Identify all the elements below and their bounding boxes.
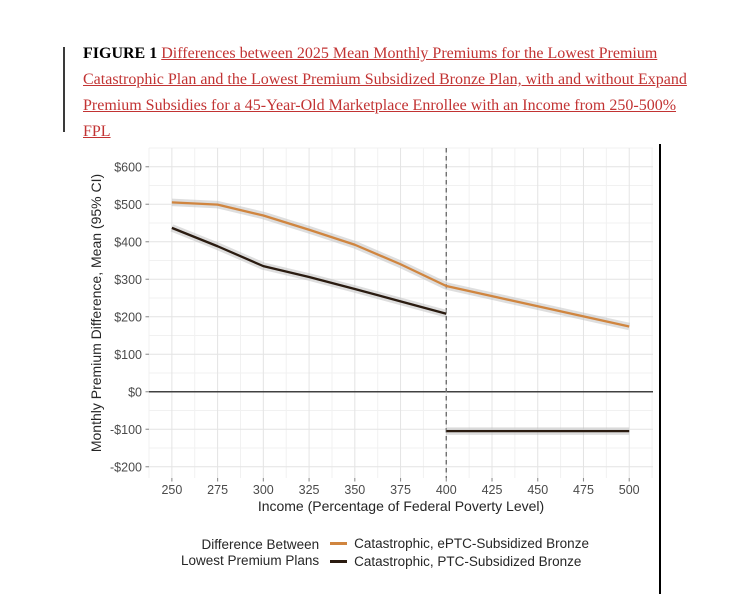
legend-title-line2: Lowest Premium Plans	[181, 552, 320, 568]
legend-title-line1: Difference Between	[201, 536, 320, 552]
line-series-1	[171, 226, 447, 315]
line-series-0	[171, 201, 630, 328]
y-tick-label: $300	[114, 273, 142, 287]
legend-entries: Catastrophic, ePTC-Subsidized Bronze Cat…	[330, 536, 589, 569]
x-tick-label: 475	[573, 483, 594, 497]
y-tick-label: $600	[114, 160, 142, 174]
legend-key-line-eptc-icon	[330, 542, 348, 545]
y-tick-label: $0	[128, 385, 142, 399]
x-tick-label: 500	[619, 483, 640, 497]
x-tick-label: 275	[207, 483, 228, 497]
y-tick-label: -$100	[110, 423, 142, 437]
x-tick-label: 450	[527, 483, 548, 497]
figure-caption: FIGURE 1 Differences between 2025 Mean M…	[83, 41, 700, 145]
y-axis-label: Monthly Premium Difference, Mean (95% CI…	[88, 173, 104, 453]
x-axis-label: Income (Percentage of Federal Poverty Le…	[257, 498, 545, 514]
y-tick-label: $400	[114, 235, 142, 249]
legend-label-eptc: Catastrophic, ePTC-Subsidized Bronze	[354, 536, 589, 551]
revision-change-bar	[63, 47, 65, 132]
x-tick-label: 425	[482, 483, 503, 497]
table-cell-border	[659, 144, 661, 594]
x-tick-label: 325	[299, 483, 320, 497]
y-tick-label: -$200	[110, 460, 142, 474]
y-tick-label: $200	[114, 310, 142, 324]
legend: Difference Between Lowest Premium Plans …	[85, 536, 685, 569]
y-tick-label: $500	[114, 198, 142, 212]
x-tick-label: 375	[390, 483, 411, 497]
figure-label: FIGURE 1	[83, 45, 162, 62]
x-tick-label: 250	[161, 483, 182, 497]
y-tick-label: $100	[114, 348, 142, 362]
legend-label-ptc: Catastrophic, PTC-Subsidized Bronze	[354, 554, 582, 569]
legend-key-line-ptc-icon	[330, 560, 348, 563]
legend-entry-ptc: Catastrophic, PTC-Subsidized Bronze	[330, 554, 589, 569]
x-tick-label: 350	[344, 483, 365, 497]
legend-title: Difference Between Lowest Premium Plans	[181, 537, 319, 569]
x-tick-label: 300	[253, 483, 274, 497]
legend-entry-eptc: Catastrophic, ePTC-Subsidized Bronze	[330, 536, 589, 551]
x-tick-label: 400	[436, 483, 457, 497]
figure-title-link[interactable]: Differences between 2025 Mean Monthly Pr…	[83, 45, 687, 140]
